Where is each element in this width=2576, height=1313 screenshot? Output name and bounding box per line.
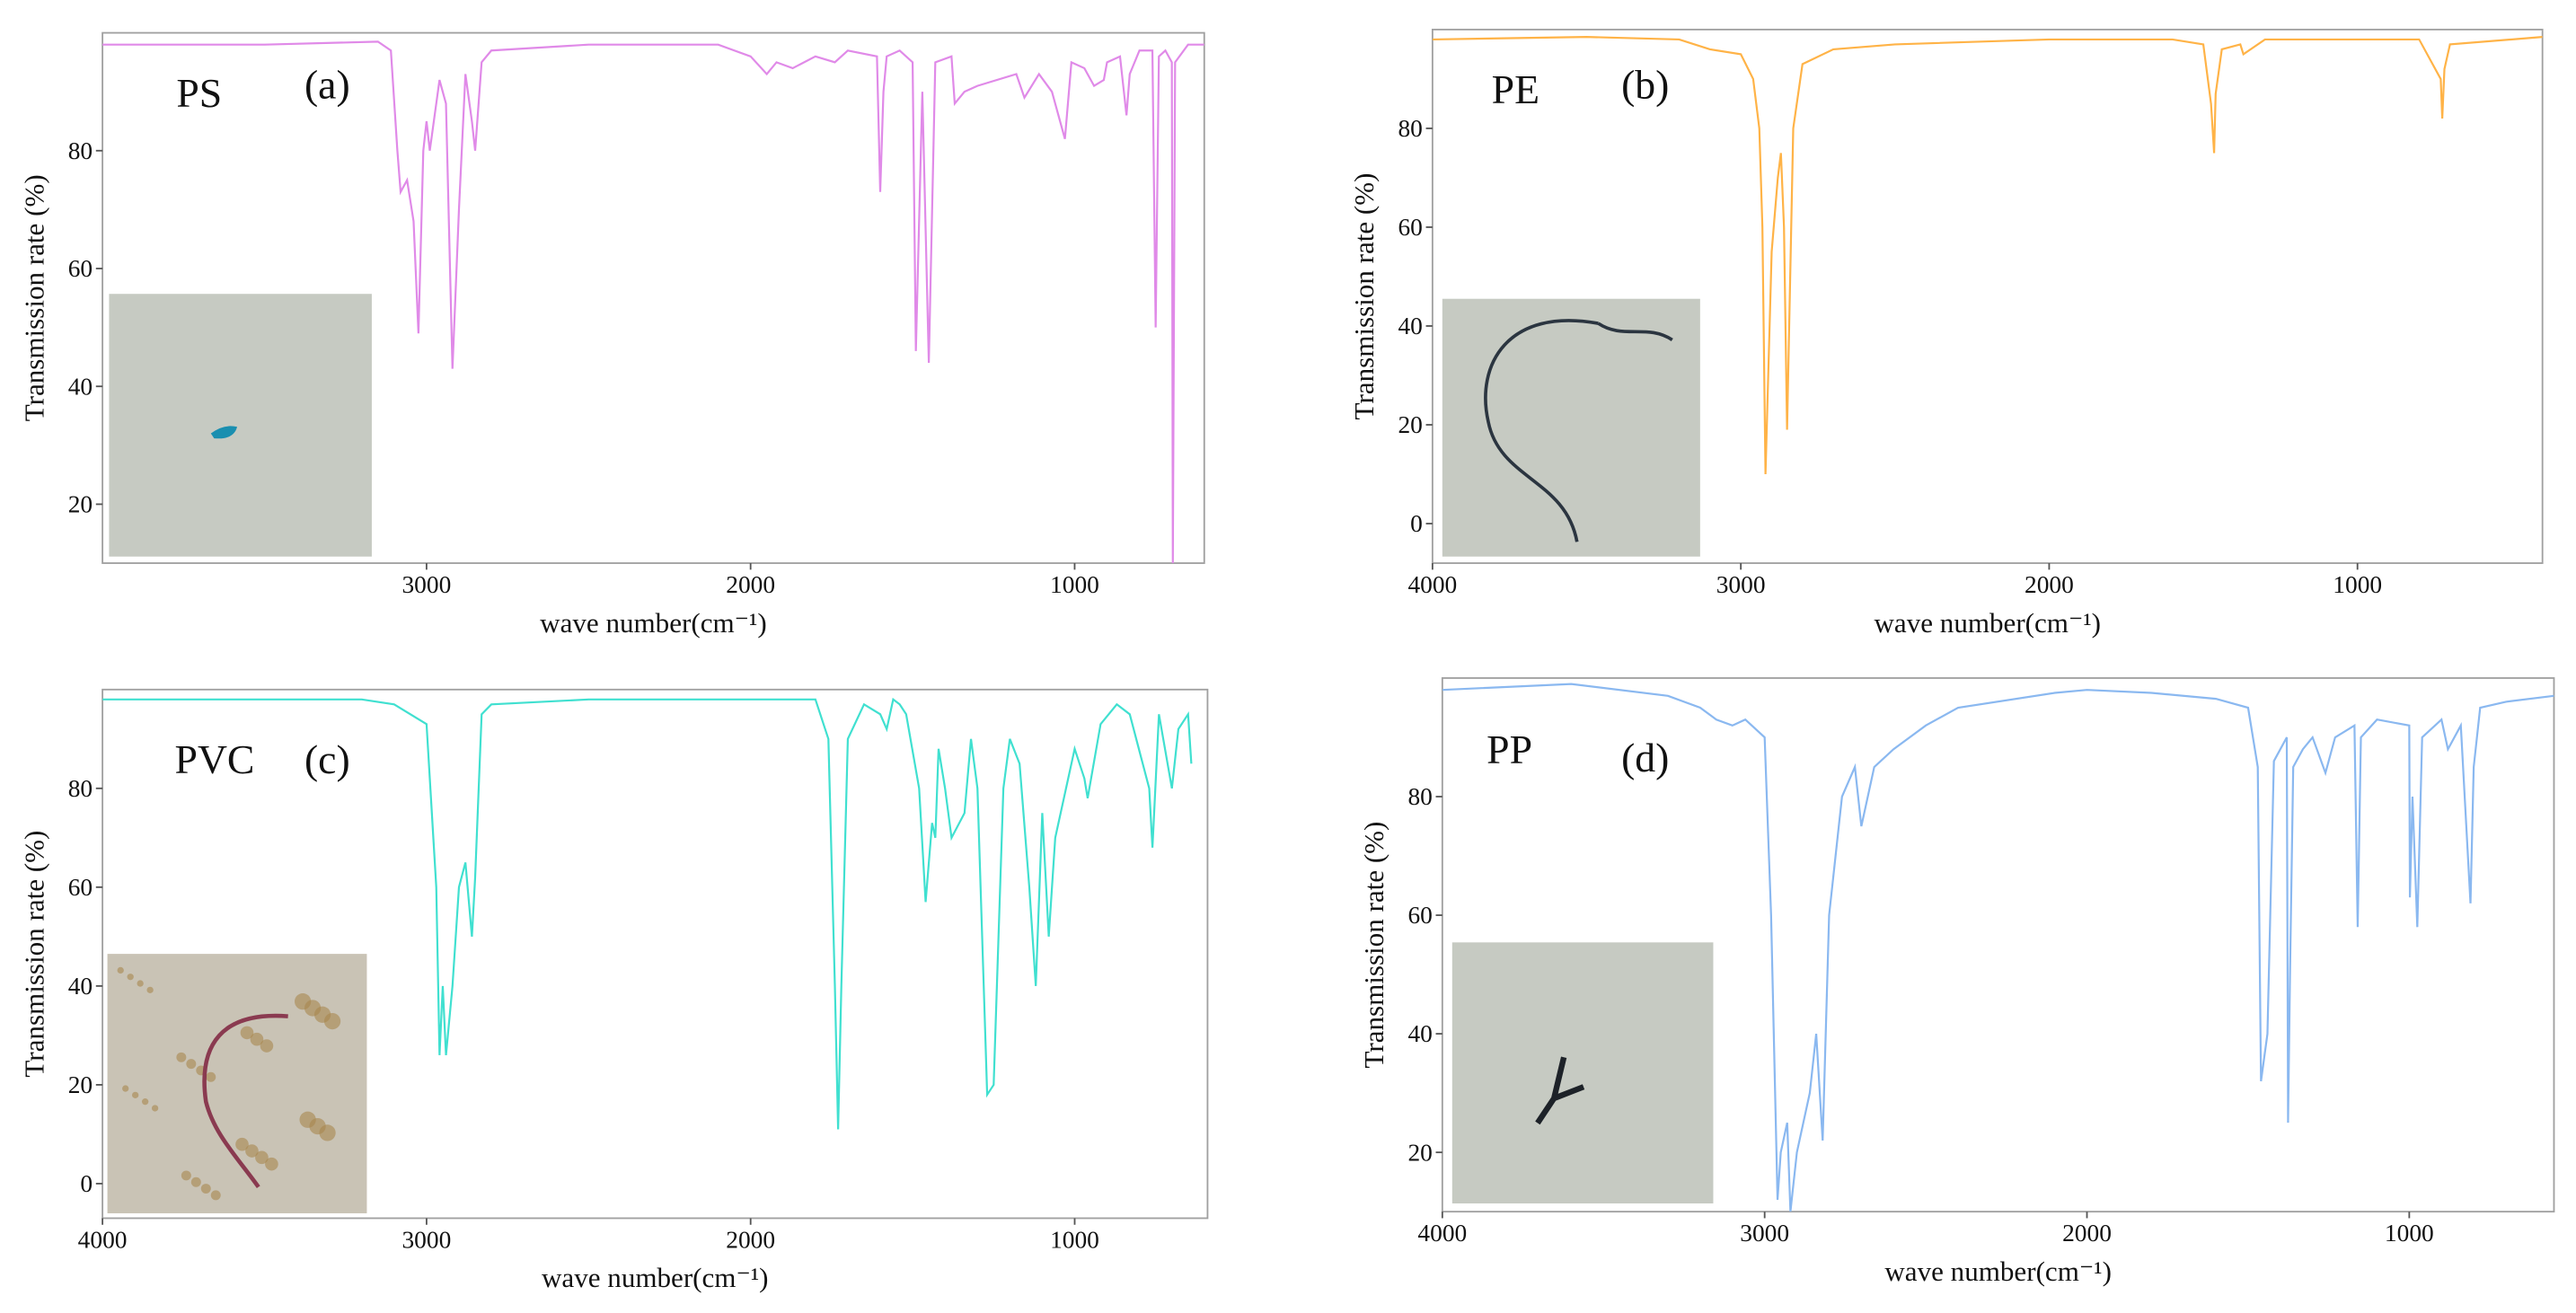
panel-annotation: PVC [175,736,255,782]
panel-annotation: PP [1486,727,1532,772]
inset-speck [186,1059,197,1070]
panel-annotation: PE [1492,66,1539,112]
inset-speck [210,1190,221,1201]
lines [102,40,1204,564]
y-tick-label: 80 [1398,115,1422,142]
inset-speck [250,1032,264,1046]
x-tick-label: 4000 [78,1226,128,1253]
inset-photo [1451,942,1714,1204]
x-tick-label: 1000 [1050,1226,1099,1253]
inset-speck [206,1071,216,1082]
plot-frame [1431,28,2544,564]
y-tick-label: 80 [68,775,93,802]
inset-speck [240,1026,254,1040]
y-axis-label: Transmission rate (%) [18,831,49,1078]
inset-photo [107,954,367,1213]
inset-speck [190,1176,201,1187]
inset-speck [117,966,124,974]
inset-object [1484,319,1673,542]
y-tick-label: 60 [68,874,93,901]
plot-frame [1441,677,2555,1213]
x-tick-label: 2000 [726,1226,775,1253]
x-tick-label: 3000 [1740,1220,1789,1247]
y-tick-label: 40 [1398,313,1422,339]
y-tick-label: 20 [68,1071,93,1098]
spectrum-line [1432,36,2543,475]
x-tick-label: 1000 [1050,571,1099,598]
inset-speck [265,1157,278,1171]
x-tick-label: 1000 [2333,571,2382,598]
inset-speck [245,1144,259,1158]
y-tick-label: 0 [80,1170,93,1197]
x-tick-label: 3000 [401,1226,451,1253]
y-tick-label: 20 [1407,1139,1432,1166]
spectrum-line [102,40,1204,564]
spectrum-line [1442,683,2554,1212]
y-tick-label: 60 [1407,902,1432,929]
inset-speck [235,1137,249,1151]
inset-object [1535,1056,1585,1125]
x-axis-label: wave number(cm⁻¹) [1874,607,2101,639]
plot-frame [101,688,1209,1220]
inset-object [210,426,238,439]
panel: 4000 3000 2000 1000 20 40 60 80 wave number(cm⁻¹… [1358,677,2555,1287]
y-tick-label: 20 [1398,411,1422,438]
panel: 4000 3000 2000 1000 0 20 40 60 80 wave number(cm⁻… [18,688,1209,1293]
inset-speck [323,1012,341,1030]
panel-annotation: (b) [1621,62,1669,108]
x-tick-label: 1000 [2385,1220,2434,1247]
y-axis-label: Transmission rate (%) [1348,173,1380,420]
inset-speck [151,1105,159,1112]
panel: 4000 3000 2000 1000 0 20 40 60 80 wave number(cm⁻… [1348,28,2544,639]
lines [1442,683,2554,1212]
inset-object [202,1013,288,1189]
inset-speck [141,1098,149,1106]
x-tick-label: 2000 [2025,571,2074,598]
inset-speck [122,1085,129,1092]
y-axis-label: Transmission rate (%) [1358,822,1389,1069]
lines [1432,36,2543,475]
x-tick-label: 3000 [1716,571,1766,598]
y-axis-label: Transmission rate (%) [18,174,49,421]
panel-annotation: (d) [1621,735,1669,780]
x-tick-label: 4000 [1407,571,1457,598]
y-tick-label: 80 [68,137,93,164]
lines [102,697,1193,1130]
x-tick-label: 2000 [2062,1220,2112,1247]
inset-speck [181,1170,191,1181]
y-tick-label: 0 [1410,510,1423,537]
panel-annotation: PS [176,70,222,116]
inset-speck [146,986,154,994]
y-tick-label: 40 [1407,1020,1432,1047]
inset-photo [1442,298,1700,557]
x-axis-label: wave number(cm⁻¹) [542,1262,769,1293]
inset-speck [137,980,144,987]
inset-photo [109,294,372,557]
y-tick-label: 60 [68,255,93,282]
inset-speck [260,1039,274,1053]
y-tick-label: 80 [1407,783,1432,810]
x-tick-label: 2000 [726,571,775,598]
panel-annotation: (c) [304,736,350,782]
y-tick-label: 40 [68,373,93,400]
inset-speck [319,1124,336,1141]
y-tick-label: 60 [1398,214,1422,241]
inset-speck [200,1184,211,1194]
x-axis-label: wave number(cm⁻¹) [540,607,767,639]
inset-speck [176,1052,187,1062]
inset-speck [132,1091,139,1099]
panel: 3000 2000 1000 20 40 60 80 wave number(cm⁻¹) Tra… [18,31,1205,639]
x-tick-label: 3000 [401,571,451,598]
inset-speck [255,1150,269,1165]
x-tick-label: 4000 [1417,1220,1467,1247]
spectrum-line [102,697,1193,1130]
x-axis-label: wave number(cm⁻¹) [1884,1256,2112,1287]
y-tick-label: 20 [68,491,93,518]
plot-frame [101,31,1205,564]
inset-speck [127,974,134,981]
y-tick-label: 40 [68,973,93,1000]
panel-annotation: (a) [304,62,350,108]
